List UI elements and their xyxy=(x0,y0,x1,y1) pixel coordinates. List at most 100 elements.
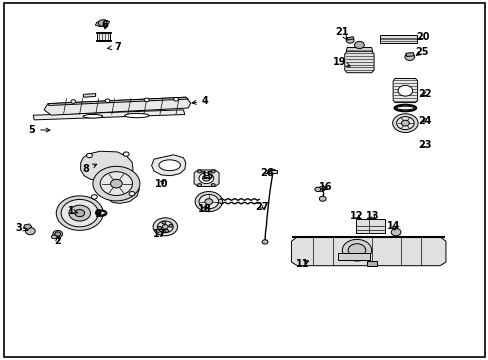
Text: 20: 20 xyxy=(415,32,429,42)
Circle shape xyxy=(157,226,161,229)
Circle shape xyxy=(157,221,173,233)
Text: 21: 21 xyxy=(335,27,348,40)
Circle shape xyxy=(129,192,135,196)
Text: 27: 27 xyxy=(254,202,268,212)
Circle shape xyxy=(202,175,210,181)
Circle shape xyxy=(199,173,213,184)
Circle shape xyxy=(195,192,222,212)
Text: 12: 12 xyxy=(349,211,363,221)
Text: 17: 17 xyxy=(152,229,166,239)
Polygon shape xyxy=(33,110,184,120)
Polygon shape xyxy=(23,224,32,229)
Polygon shape xyxy=(97,33,109,40)
Text: 6: 6 xyxy=(102,20,108,30)
Polygon shape xyxy=(194,170,219,186)
Polygon shape xyxy=(95,20,109,27)
Polygon shape xyxy=(151,155,185,176)
Text: 10: 10 xyxy=(154,179,168,189)
Circle shape xyxy=(354,41,364,49)
Ellipse shape xyxy=(83,114,102,118)
Text: 25: 25 xyxy=(414,47,427,57)
Circle shape xyxy=(262,240,267,244)
Polygon shape xyxy=(96,40,110,41)
Circle shape xyxy=(100,172,132,195)
Polygon shape xyxy=(44,97,190,115)
Text: 16: 16 xyxy=(318,182,332,192)
Circle shape xyxy=(346,37,353,43)
Circle shape xyxy=(396,117,413,130)
Polygon shape xyxy=(48,97,188,105)
Polygon shape xyxy=(346,37,353,40)
Circle shape xyxy=(269,169,275,174)
Ellipse shape xyxy=(51,235,58,239)
Circle shape xyxy=(319,196,325,201)
Polygon shape xyxy=(405,53,413,57)
Ellipse shape xyxy=(124,113,149,118)
Circle shape xyxy=(61,199,98,227)
Bar xyxy=(338,253,369,260)
Text: 4: 4 xyxy=(192,96,208,106)
Circle shape xyxy=(75,210,84,217)
Circle shape xyxy=(397,85,412,96)
Ellipse shape xyxy=(396,106,413,110)
Circle shape xyxy=(91,195,97,199)
Bar xyxy=(268,170,276,173)
Circle shape xyxy=(53,230,62,238)
Circle shape xyxy=(197,170,201,173)
Circle shape xyxy=(211,170,215,173)
Ellipse shape xyxy=(159,160,180,171)
Circle shape xyxy=(162,221,165,224)
Text: 2: 2 xyxy=(54,236,61,246)
Circle shape xyxy=(197,184,201,186)
Polygon shape xyxy=(83,94,96,97)
Circle shape xyxy=(173,98,178,101)
Bar xyxy=(355,219,385,233)
Text: 19: 19 xyxy=(332,57,349,67)
Text: 15: 15 xyxy=(201,171,214,181)
Circle shape xyxy=(314,187,320,192)
Polygon shape xyxy=(81,151,139,203)
Circle shape xyxy=(69,205,90,221)
Circle shape xyxy=(98,20,107,26)
Circle shape xyxy=(401,120,408,126)
Circle shape xyxy=(56,196,103,230)
Circle shape xyxy=(164,230,168,233)
Circle shape xyxy=(55,232,61,236)
Circle shape xyxy=(169,224,173,227)
Text: 18: 18 xyxy=(197,204,211,214)
Text: 24: 24 xyxy=(418,116,431,126)
Text: 14: 14 xyxy=(386,221,400,231)
Ellipse shape xyxy=(97,211,105,215)
Circle shape xyxy=(25,228,35,235)
Circle shape xyxy=(392,114,417,132)
Text: 26: 26 xyxy=(260,168,273,178)
Circle shape xyxy=(123,152,129,156)
Text: 23: 23 xyxy=(418,140,431,150)
Polygon shape xyxy=(291,237,445,266)
Text: 11: 11 xyxy=(296,258,309,269)
Text: 5: 5 xyxy=(28,125,50,135)
Circle shape xyxy=(105,99,110,103)
Text: 3: 3 xyxy=(15,222,27,233)
Text: 13: 13 xyxy=(365,211,379,221)
Polygon shape xyxy=(392,78,417,103)
Circle shape xyxy=(342,239,371,261)
Circle shape xyxy=(390,229,400,236)
Circle shape xyxy=(204,199,212,204)
Text: 8: 8 xyxy=(82,164,97,174)
Text: 9: 9 xyxy=(94,209,101,219)
Circle shape xyxy=(199,194,218,209)
Text: 7: 7 xyxy=(107,42,121,52)
Circle shape xyxy=(86,153,92,158)
Bar xyxy=(366,261,376,266)
Circle shape xyxy=(404,53,414,60)
Circle shape xyxy=(110,179,122,188)
Circle shape xyxy=(153,218,177,236)
Circle shape xyxy=(211,184,215,186)
Polygon shape xyxy=(316,186,326,192)
Circle shape xyxy=(93,166,140,201)
Polygon shape xyxy=(346,48,372,51)
Circle shape xyxy=(162,225,168,229)
Polygon shape xyxy=(96,32,110,33)
Polygon shape xyxy=(344,51,373,73)
